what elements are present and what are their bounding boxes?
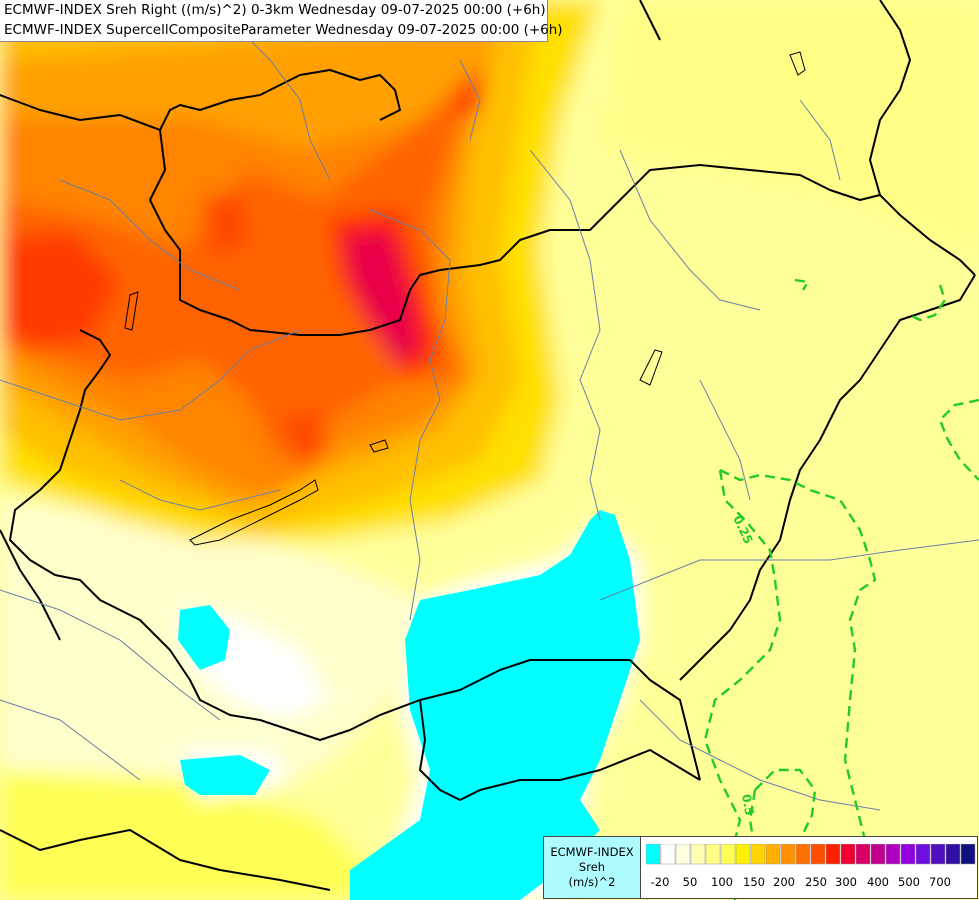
legend-tick: 250 (805, 875, 827, 889)
legend-tick: 400 (867, 875, 889, 889)
legend-tick: 200 (773, 875, 795, 889)
lakes (124, 51, 806, 546)
legend-tick: 700 (929, 875, 951, 889)
legend-swatch (930, 844, 946, 865)
legend-swatch (750, 844, 766, 865)
legend-swatch (705, 844, 721, 865)
scp-contour-0.25 (703, 468, 877, 900)
legend-tick: 300 (835, 875, 857, 889)
legend-swatch (870, 844, 886, 865)
legend-tick: -20 (650, 875, 670, 889)
legend-title-variable: Sreh (578, 860, 606, 874)
legend-swatch (840, 844, 856, 865)
legend-tick: 50 (682, 875, 698, 889)
legend-swatch (900, 844, 916, 865)
legend-title-units: (m/s)^2 (568, 875, 616, 889)
legend-swatch (690, 844, 706, 865)
rivers (0, 29, 979, 811)
legend-swatch (825, 844, 841, 865)
legend-swatch (960, 844, 976, 865)
contour-label-05: 0.5 (739, 793, 756, 816)
legend-swatch (675, 844, 691, 865)
color-legend: ECMWF-INDEX Sreh (m/s)^2 -20 50 100 150 200 2… (543, 836, 978, 899)
legend-swatch (885, 844, 901, 865)
legend-title-source: ECMWF-INDEX (550, 845, 634, 859)
scp-contour-ne (794, 278, 979, 481)
legend-swatch (720, 844, 736, 865)
map-title-scp: ECMWF-INDEX SupercellCompositeParameter … (4, 22, 563, 38)
legend-tick: 500 (898, 875, 920, 889)
legend-swatch (765, 844, 781, 865)
legend-swatch (735, 844, 751, 865)
legend-swatch (915, 844, 931, 865)
legend-swatch (646, 844, 661, 865)
legend-swatch (945, 844, 961, 865)
legend-swatch (660, 844, 676, 865)
legend-tick: 150 (743, 875, 765, 889)
legend-swatch (810, 844, 826, 865)
legend-swatch (795, 844, 811, 865)
legend-title: ECMWF-INDEX Sreh (m/s)^2 (544, 837, 641, 898)
legend-tick-labels: -20 50 100 150 200 250 300 400 500 700 (644, 875, 978, 891)
sreh-cyan-zones (178, 510, 640, 900)
legend-tick: 100 (711, 875, 733, 889)
map-title-box: ECMWF-INDEX Sreh Right ((m/s)^2) 0-3km W… (0, 0, 563, 42)
map-title-sreh: ECMWF-INDEX Sreh Right ((m/s)^2) 0-3km W… (4, 2, 546, 18)
legend-color-scale (646, 844, 976, 865)
legend-swatch (780, 844, 796, 865)
legend-swatch (855, 844, 871, 865)
